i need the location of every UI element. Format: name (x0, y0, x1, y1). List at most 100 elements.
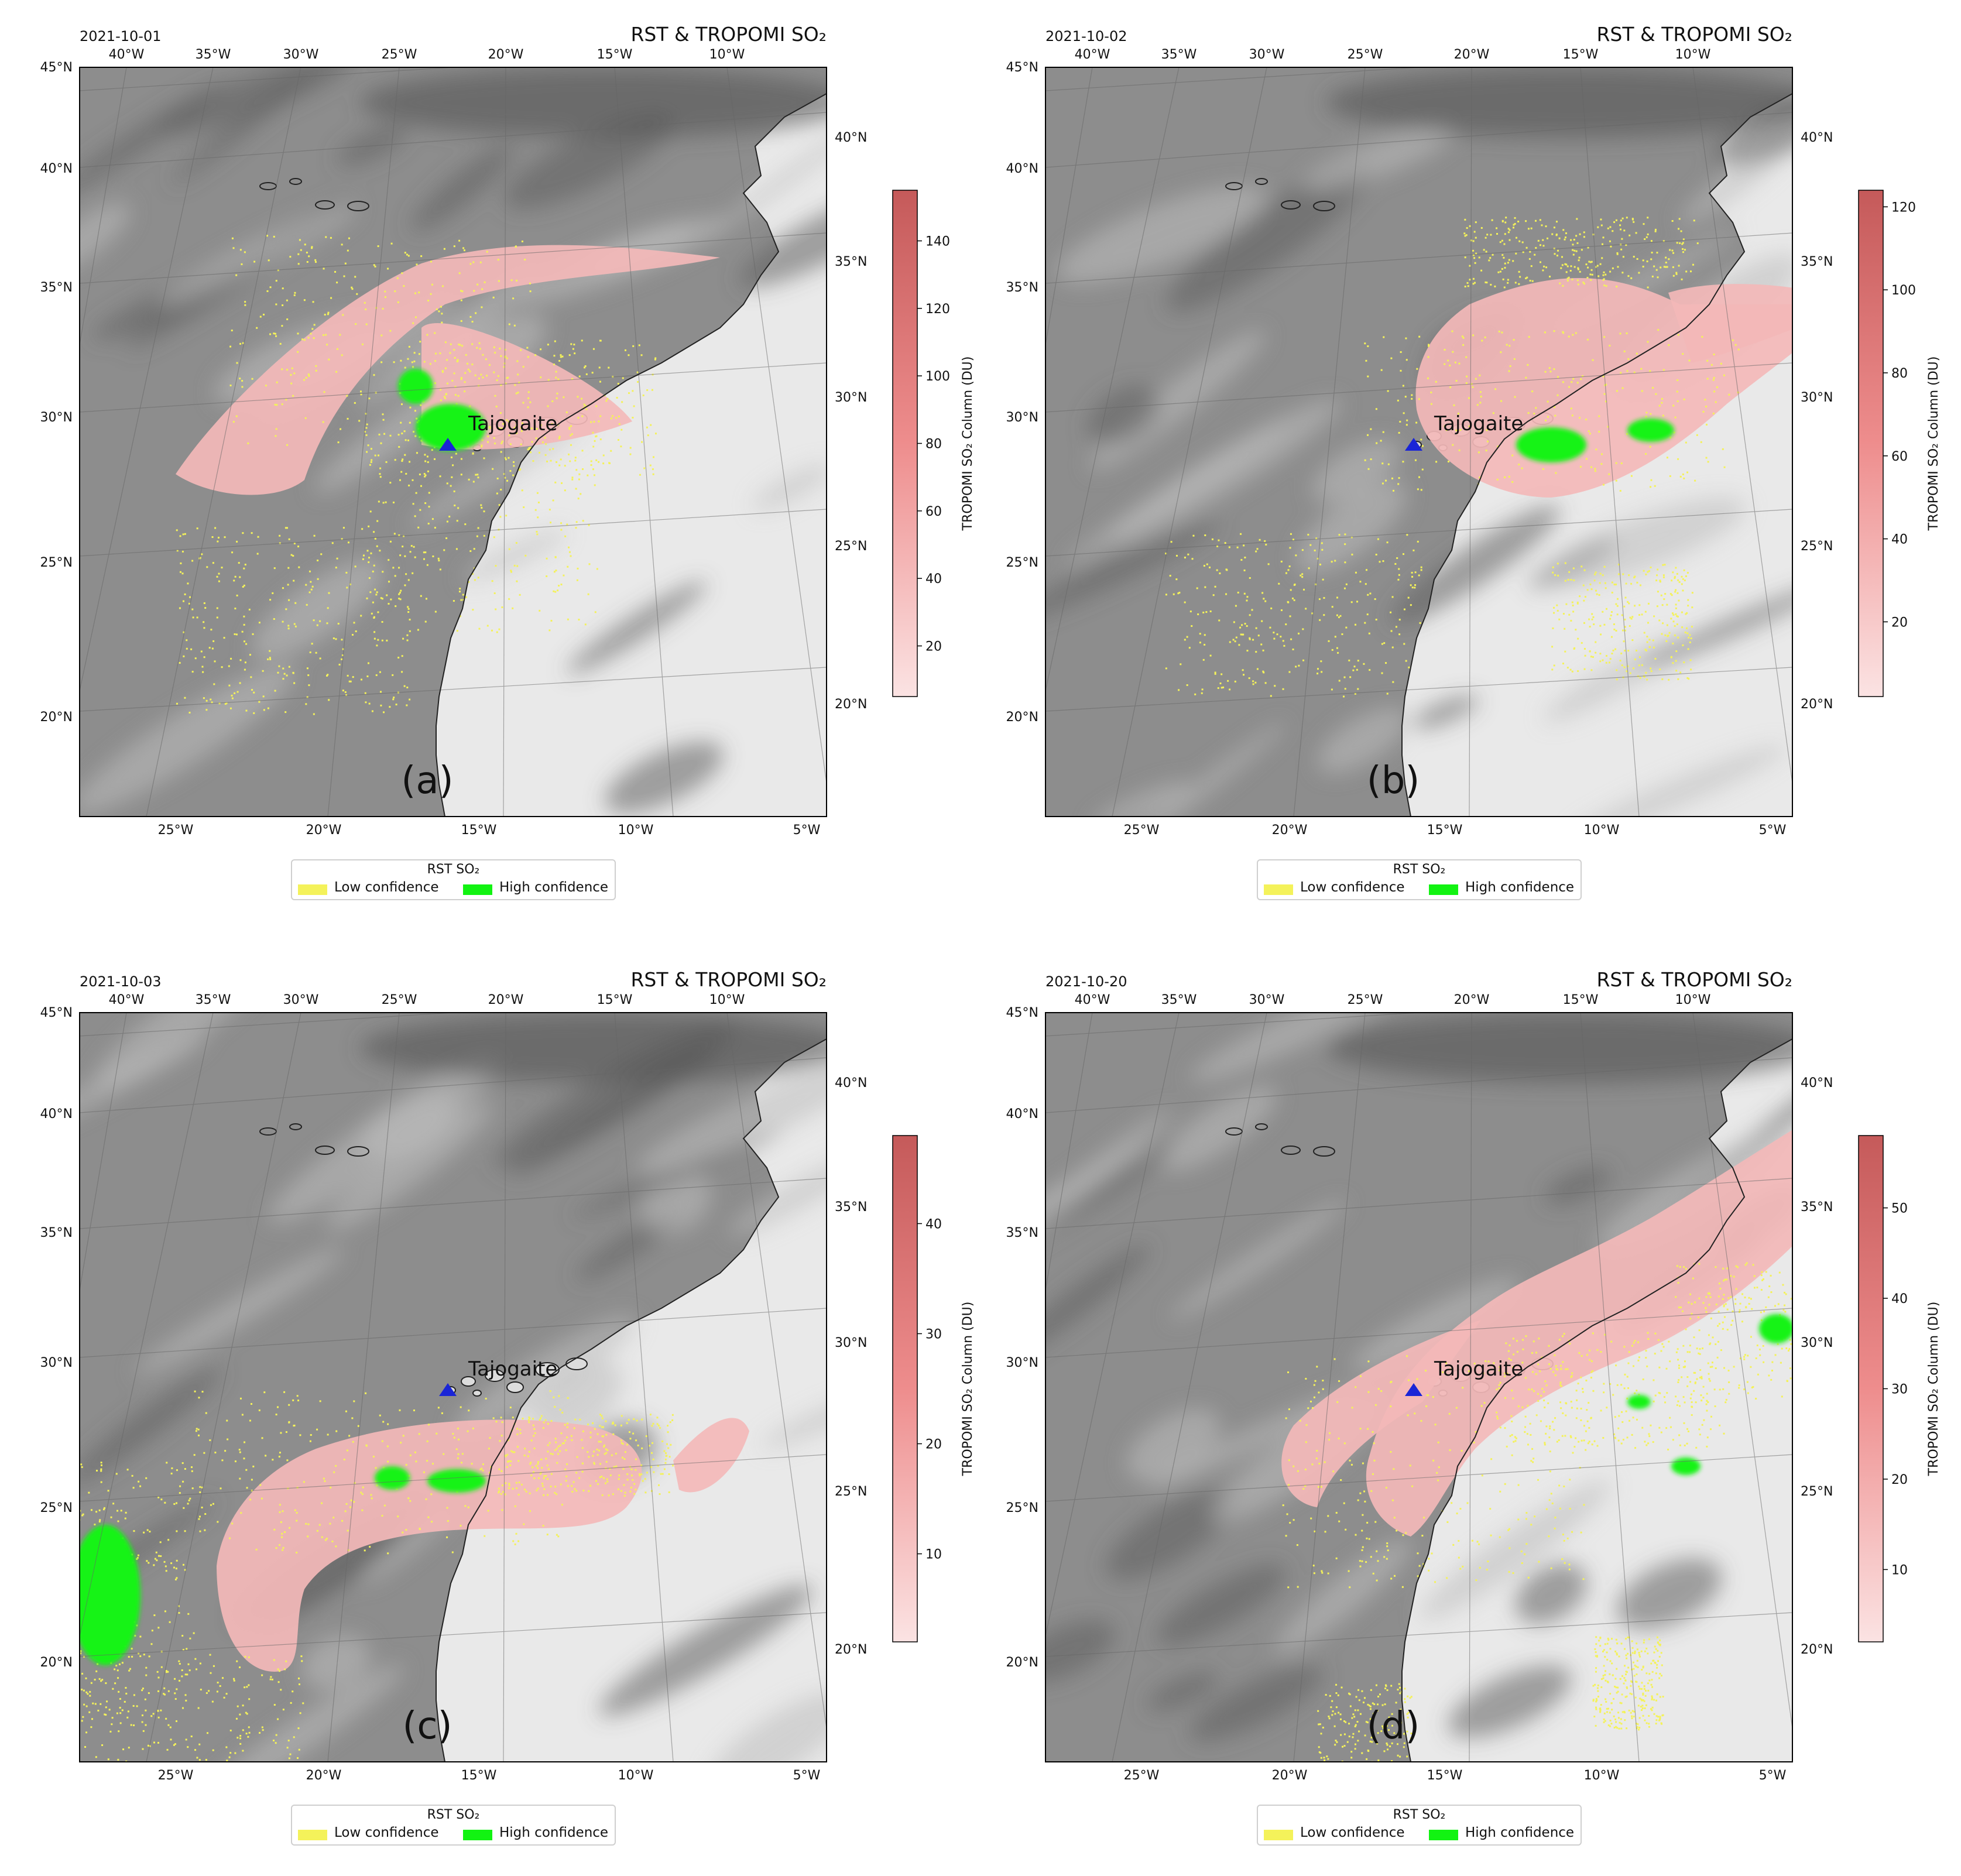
legend-title: RST SO₂ (427, 1808, 480, 1822)
bottom-lon-tick-label: 15°W (1427, 1768, 1463, 1783)
bottom-lon-tick-label: 10°W (1584, 823, 1620, 838)
low-confidence-swatch (298, 1830, 327, 1840)
top-lon-tick-label: 15°W (1563, 47, 1599, 62)
colorbar-tick-label: 50 (1891, 1202, 1908, 1216)
colorbar-tick-label: 40 (925, 1217, 942, 1232)
top-lon-tick-label: 35°W (196, 993, 231, 1007)
left-lat-tick-label: 25°N (1006, 1501, 1038, 1515)
tropomi-so2-plume (1415, 278, 1792, 498)
right-lat-tick-label: 30°N (835, 390, 867, 405)
bottom-lon-tick-label: 25°W (1124, 1768, 1160, 1783)
left-lat-tick-label: 20°N (1006, 1655, 1038, 1670)
volcano-label: Tajogaite (468, 1357, 557, 1381)
top-lon-tick-label: 15°W (1563, 993, 1599, 1007)
right-lat-tick-label: 35°N (835, 255, 867, 269)
tropomi-plume-region (1366, 1130, 1792, 1537)
volcano-label: Tajogaite (1434, 1357, 1523, 1381)
colorbar-tick-label: 40 (1891, 1292, 1908, 1306)
map-panel-a: Tajogaite 2021-10-01 RST & TROPOMI SO₂ 40°W… (0, 0, 975, 925)
top-lon-tick-label: 25°W (1348, 47, 1383, 62)
legend-title: RST SO₂ (1393, 862, 1446, 877)
low-confidence-swatch (298, 884, 327, 895)
left-lat-tick-label: 25°N (40, 1501, 73, 1515)
top-lon-tick-label: 20°W (488, 993, 524, 1007)
left-lat-tick-label: 40°N (40, 162, 73, 176)
right-lat-tick-label: 30°N (1801, 390, 1833, 405)
bottom-lon-tick-label: 20°W (306, 823, 342, 838)
rst-high-confidence (80, 1466, 486, 1665)
map-frame (79, 1012, 827, 1762)
left-lat-tick-label: 35°N (40, 280, 73, 295)
panel-label: (a) (401, 759, 453, 802)
top-lon-tick-label: 25°W (382, 993, 417, 1007)
high-confidence-swatch (463, 1830, 492, 1840)
volcano-marker-icon (439, 438, 457, 451)
top-lon-tick-label: 20°W (1454, 47, 1490, 62)
right-lat-tick-label: 35°N (1801, 1200, 1833, 1215)
left-lat-tick-label: 45°N (1006, 60, 1038, 75)
left-lat-tick-label: 40°N (1006, 1107, 1038, 1122)
tropomi-plume-region (673, 1418, 749, 1493)
colorbar-tick-label: 20 (1891, 1473, 1908, 1487)
top-lon-tick-label: 40°W (109, 47, 145, 62)
high-confidence-swatch (463, 884, 492, 895)
left-lat-tick-label: 20°N (40, 1655, 73, 1670)
low-confidence-swatch (1264, 884, 1293, 895)
legend-high-label: High confidence (1465, 880, 1575, 895)
panel-date: 2021-10-20 (1045, 973, 1127, 990)
map-area (80, 67, 827, 817)
left-lat-tick-label: 35°N (1006, 1226, 1038, 1240)
high-confidence-swatch (1429, 1830, 1458, 1840)
map-frame (1045, 67, 1793, 817)
panel-label: (c) (402, 1704, 452, 1748)
right-lat-tick-label: 35°N (835, 1200, 867, 1215)
rst-high-confidence (398, 369, 486, 451)
legend-low-label: Low confidence (334, 1825, 439, 1840)
rst-so2-pixels (1282, 1262, 1792, 1762)
colorbar-tick-label: 20 (925, 1438, 942, 1452)
rst-so2-pixels (176, 235, 657, 715)
colorbar-tick-label: 140 (925, 235, 950, 249)
left-lat-tick-label: 30°N (1006, 410, 1038, 425)
colorbar-label: TROPOMI SO₂ Column (DU) (961, 356, 975, 531)
right-lat-tick-label: 25°N (1801, 1484, 1833, 1499)
bottom-lon-tick-label: 25°W (1124, 823, 1160, 838)
panel-title: RST & TROPOMI SO₂ (630, 23, 827, 46)
colorbar-tick-label: 80 (1891, 366, 1908, 381)
land-africa (436, 1039, 827, 1762)
map-svg: Tajogaite 2021-10-20 RST & TROPOMI SO₂ 40°W… (1006, 968, 1941, 1783)
tropomi-so2-plume (217, 1418, 749, 1672)
map-area (80, 1013, 827, 1762)
panel-date: 2021-10-01 (80, 28, 161, 44)
right-lat-tick-label: 30°N (1801, 1336, 1833, 1350)
right-lat-tick-label: 25°N (835, 539, 867, 554)
graticule (80, 1013, 827, 1762)
bottom-lon-tick-label: 5°W (793, 1768, 821, 1783)
map-svg: Tajogaite 2021-10-01 RST & TROPOMI SO₂ 40°W… (40, 23, 975, 838)
left-lat-tick-label: 40°N (1006, 162, 1038, 176)
tropomi-plume-region (1281, 1320, 1481, 1507)
colorbar-tick-label: 120 (1891, 200, 1916, 215)
legend-low-label: Low confidence (1300, 880, 1405, 895)
rst-high-confidence (1516, 419, 1674, 462)
top-lon-tick-label: 30°W (1249, 993, 1285, 1007)
map-svg: Tajogaite 2021-10-03 RST & TROPOMI SO₂ 40°W… (40, 968, 975, 1783)
volcano-marker-icon (1405, 438, 1422, 451)
tropomi-plume-region (176, 245, 720, 495)
left-lat-tick-label: 30°N (40, 1356, 73, 1370)
low-confidence-swatch (1264, 1830, 1293, 1840)
legend-title: RST SO₂ (1393, 1808, 1446, 1822)
bottom-lon-tick-label: 5°W (1759, 1768, 1787, 1783)
top-lon-tick-label: 30°W (283, 47, 319, 62)
bottom-lon-tick-label: 10°W (618, 1768, 654, 1783)
top-lon-tick-label: 40°W (1075, 47, 1110, 62)
rst-legend: RST SO₂ Low confidence High confidence (1257, 859, 1582, 900)
panel-title: RST & TROPOMI SO₂ (1596, 23, 1792, 46)
map-svg: Tajogaite 2021-10-02 RST & TROPOMI SO₂ 40°W… (1006, 23, 1941, 838)
legend-low-label: Low confidence (334, 880, 439, 895)
map-area (1045, 67, 1792, 817)
map-frame (79, 67, 827, 817)
left-lat-tick-label: 25°N (1006, 555, 1038, 570)
tropomi-so2-plume (1281, 1130, 1792, 1537)
top-lon-tick-label: 25°W (1348, 993, 1383, 1007)
